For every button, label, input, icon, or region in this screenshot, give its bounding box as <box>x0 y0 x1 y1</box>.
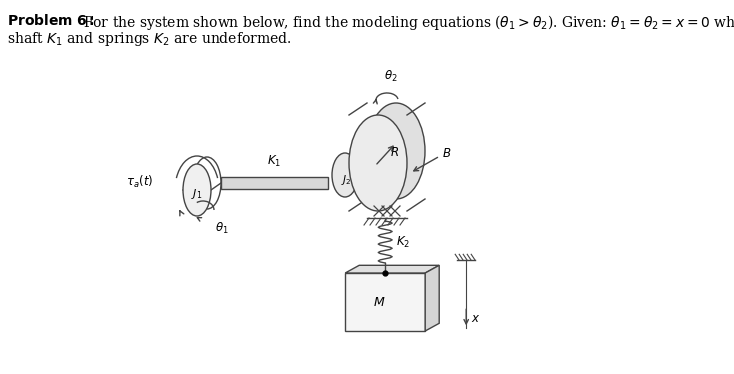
Text: $J_1$: $J_1$ <box>192 187 203 201</box>
Text: $\mathbf{Problem\ 6:}$: $\mathbf{Problem\ 6:}$ <box>7 13 95 28</box>
Text: $x$: $x$ <box>471 312 481 325</box>
Text: $K_1$: $K_1$ <box>267 154 282 169</box>
Ellipse shape <box>183 164 211 216</box>
Ellipse shape <box>332 153 358 197</box>
Ellipse shape <box>349 115 407 211</box>
Polygon shape <box>425 265 439 331</box>
Text: $J_2$: $J_2$ <box>341 173 352 187</box>
Text: $\theta_1$: $\theta_1$ <box>215 221 229 236</box>
Text: $B$: $B$ <box>442 147 451 159</box>
Ellipse shape <box>367 103 425 199</box>
Text: shaft $K_1$ and springs $K_2$ are undeformed.: shaft $K_1$ and springs $K_2$ are undefo… <box>7 30 291 48</box>
Polygon shape <box>345 265 439 273</box>
Text: For the system shown below, find the modeling equations ($\theta_1 > \theta_2$).: For the system shown below, find the mod… <box>83 13 734 32</box>
Text: $\theta_2$: $\theta_2$ <box>384 69 398 84</box>
Text: $K_2$: $K_2$ <box>396 234 410 249</box>
Bar <box>221 177 328 189</box>
Text: $R$: $R$ <box>390 145 399 159</box>
Text: $M$: $M$ <box>373 295 385 309</box>
Bar <box>345 273 425 331</box>
Text: $\tau_a(t)$: $\tau_a(t)$ <box>126 174 153 190</box>
